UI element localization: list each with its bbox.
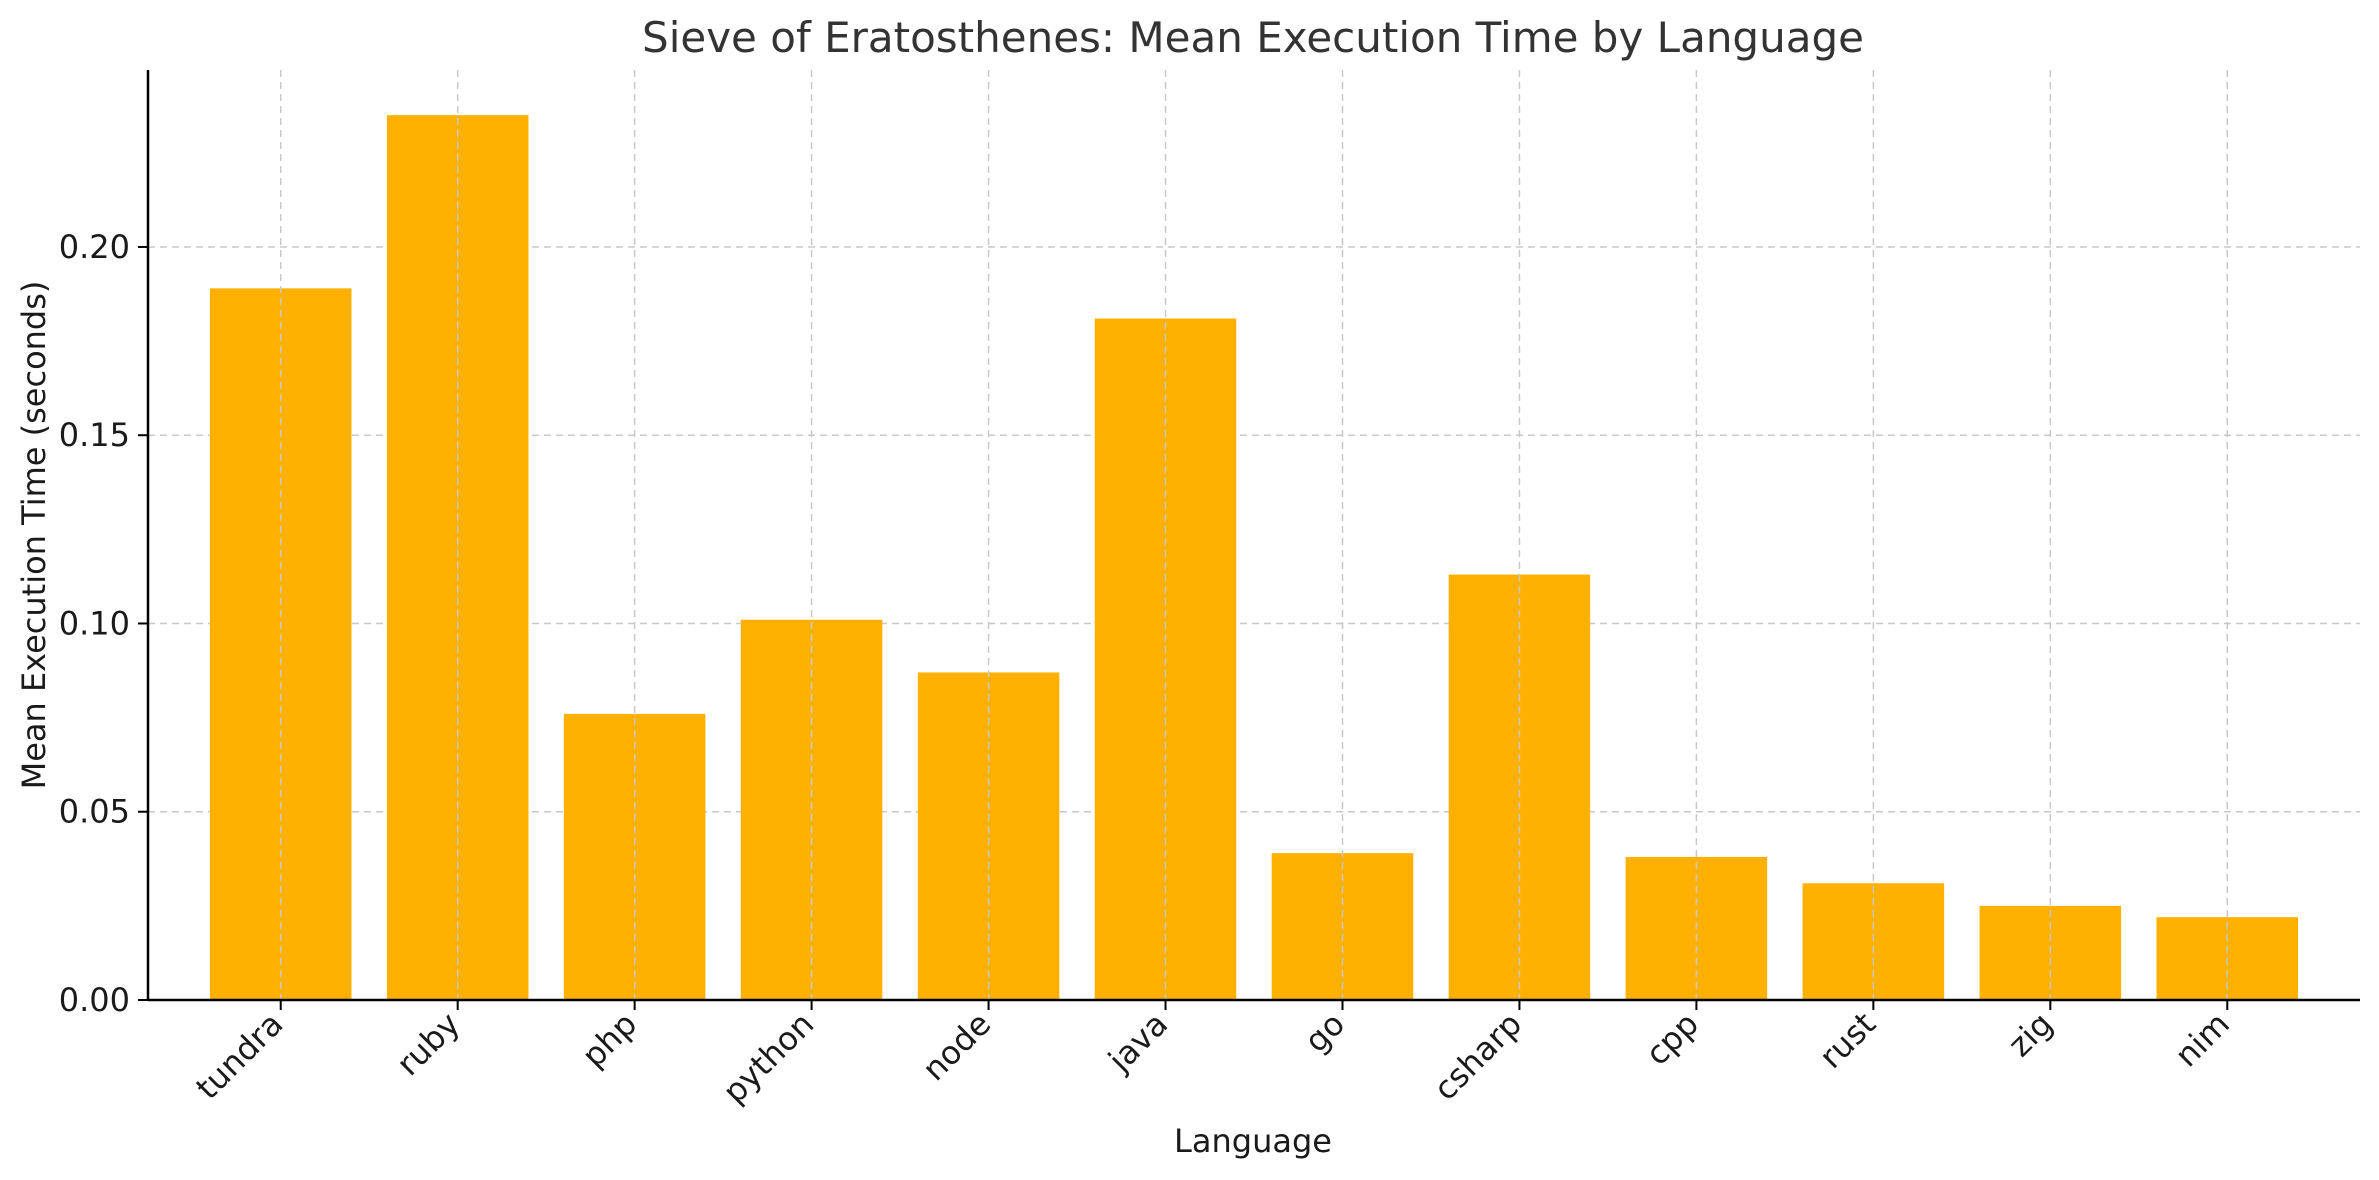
- grid-lines: [148, 246, 2360, 813]
- y-tick-label: 0.20: [59, 228, 130, 266]
- bar-csharp: [1448, 574, 1591, 1000]
- y-tick-label: 0.15: [59, 416, 130, 454]
- x-tick-label-ruby: ruby: [389, 1005, 467, 1083]
- y-tick-label: 0.05: [59, 793, 130, 831]
- axes: [146, 70, 2360, 1002]
- y-axis-ticks: 0.00 0.05 0.10 0.15 0.20: [59, 228, 148, 1019]
- x-tick-label-python: python: [715, 1005, 821, 1111]
- x-tick-label-rust: rust: [1812, 1005, 1883, 1076]
- x-tick-label-java: java: [1100, 1005, 1175, 1080]
- x-tick-label-node: node: [915, 1005, 998, 1088]
- x-tick-label-nim: nim: [2167, 1005, 2237, 1075]
- x-tick-label-php: php: [574, 1005, 644, 1075]
- x-tick-label-zig: zig: [2001, 1005, 2060, 1064]
- x-axis-label: Language: [1174, 1122, 1332, 1160]
- bars: [209, 115, 2299, 1000]
- y-tick-label: 0.10: [59, 604, 130, 642]
- chart-title: Sieve of Eratosthenes: Mean Execution Ti…: [642, 13, 1864, 62]
- x-tick-label-go: go: [1297, 1005, 1352, 1060]
- x-axis-ticks: tundra ruby php python node java go csharp cpp ru…: [188, 1000, 2237, 1111]
- y-axis-label: Mean Execution Time (seconds): [15, 281, 53, 790]
- bar-node: [917, 672, 1060, 1000]
- x-tick-label-cpp: cpp: [1638, 1005, 1706, 1073]
- x-tick-label-csharp: csharp: [1426, 1005, 1529, 1108]
- y-tick-label: 0.00: [59, 981, 130, 1019]
- x-tick-label-tundra: tundra: [188, 1005, 290, 1107]
